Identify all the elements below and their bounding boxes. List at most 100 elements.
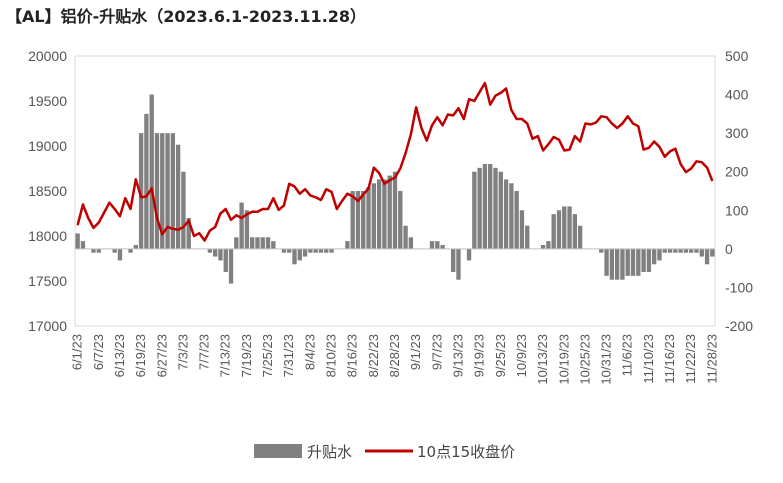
bar (138, 133, 144, 249)
bar (572, 214, 578, 249)
bar (387, 175, 392, 249)
bar (207, 248, 213, 253)
left-tick-label: 20000 (28, 48, 67, 64)
bar (244, 210, 250, 249)
bar (604, 248, 609, 276)
bar (710, 248, 715, 257)
legend: 升贴水 10点15收盘价 (254, 443, 515, 461)
bar (646, 248, 652, 272)
legend-line-label: 10点15收盘价 (417, 443, 515, 461)
bar (324, 248, 329, 253)
legend-bar-label: 升贴水 (307, 443, 352, 461)
bar (540, 245, 546, 249)
bar (271, 241, 276, 249)
bar (488, 164, 493, 249)
bar (117, 248, 123, 261)
bar (657, 248, 662, 261)
right-tick-label: -200 (725, 318, 753, 334)
x-tick-label: 10/31/23 (599, 334, 614, 385)
x-tick-label: 6/27/23 (154, 334, 169, 377)
chart-title: 【AL】铝价-升贴水（2023.6.1-2023.11.28） (6, 7, 366, 26)
x-tick-label: 11/28/23 (704, 334, 719, 384)
bar (260, 237, 265, 249)
bar (318, 248, 324, 253)
bar (609, 248, 615, 280)
bar (435, 241, 440, 249)
bar (281, 248, 287, 253)
bar (186, 218, 191, 249)
bar (699, 248, 704, 257)
bar (577, 225, 583, 249)
right-tick-label: 200 (725, 164, 749, 180)
left-tick-label: 19000 (28, 138, 67, 154)
left-tick-label: 18000 (28, 228, 67, 244)
right-tick-label: -100 (725, 279, 753, 295)
x-axis: 6/1/23 6/7/23 6/13/23 6/19/23 6/27/23 7/3/23 7… (70, 334, 720, 385)
bar (308, 248, 313, 253)
x-tick-label: 6/19/23 (133, 334, 148, 377)
x-tick-label: 10/13/23 (535, 334, 550, 385)
x-tick-label: 11/22/23 (683, 334, 698, 384)
bar (556, 210, 562, 249)
bar (466, 248, 472, 261)
x-tick-label: 6/1/23 (70, 334, 85, 370)
x-tick-label: 6/7/23 (91, 334, 106, 370)
bar (673, 248, 678, 253)
bar (408, 237, 414, 249)
bar (265, 237, 271, 249)
x-tick-label: 10/19/23 (556, 334, 571, 385)
bar (80, 241, 86, 249)
bar (350, 191, 355, 249)
bar-series (75, 94, 715, 284)
bar (567, 206, 572, 249)
x-tick-label: 9/7/23 (429, 334, 444, 370)
bar (392, 171, 398, 249)
bar (678, 248, 683, 253)
x-tick-label: 10/9/23 (514, 334, 529, 377)
bar (297, 248, 302, 261)
bar (662, 248, 667, 253)
bar (482, 164, 488, 249)
bar (704, 248, 710, 265)
bar (170, 133, 176, 249)
x-tick-label: 11/10/23 (641, 334, 656, 384)
bar (667, 248, 673, 253)
bar (636, 248, 641, 276)
bar (96, 248, 101, 253)
bar (228, 248, 234, 284)
bar (133, 245, 138, 249)
bar (91, 248, 96, 253)
bar (287, 248, 292, 253)
bar (366, 187, 371, 249)
plot-frame (74, 55, 716, 327)
x-tick-label: 11/16/23 (662, 334, 677, 384)
bar (165, 133, 170, 249)
x-tick-label: 10/25/23 (577, 334, 592, 385)
right-tick-label: 100 (725, 202, 749, 218)
bar (683, 248, 689, 253)
left-tick-label: 18500 (28, 183, 67, 199)
left-axis: 17000 17500 18000 18500 19000 19500 20000 (28, 48, 67, 334)
line-series (76, 81, 714, 242)
x-tick-label: 9/19/23 (472, 334, 487, 377)
bar (75, 233, 80, 249)
bar (398, 191, 403, 249)
bar (218, 248, 223, 261)
bar (562, 206, 567, 249)
bar (376, 179, 382, 249)
bar (382, 179, 387, 249)
bar (440, 245, 445, 249)
bar (630, 248, 636, 276)
bar (213, 248, 218, 257)
bar (239, 202, 244, 249)
x-tick-label: 9/13/23 (450, 334, 465, 377)
bar (503, 179, 509, 249)
bar (451, 248, 456, 272)
bar (144, 113, 149, 249)
bar (361, 191, 366, 249)
bar (456, 248, 461, 280)
right-axis: -200 -100 0 100 200 300 400 500 (725, 48, 753, 334)
x-tick-label: 8/4/23 (302, 334, 317, 370)
bar (652, 248, 657, 265)
